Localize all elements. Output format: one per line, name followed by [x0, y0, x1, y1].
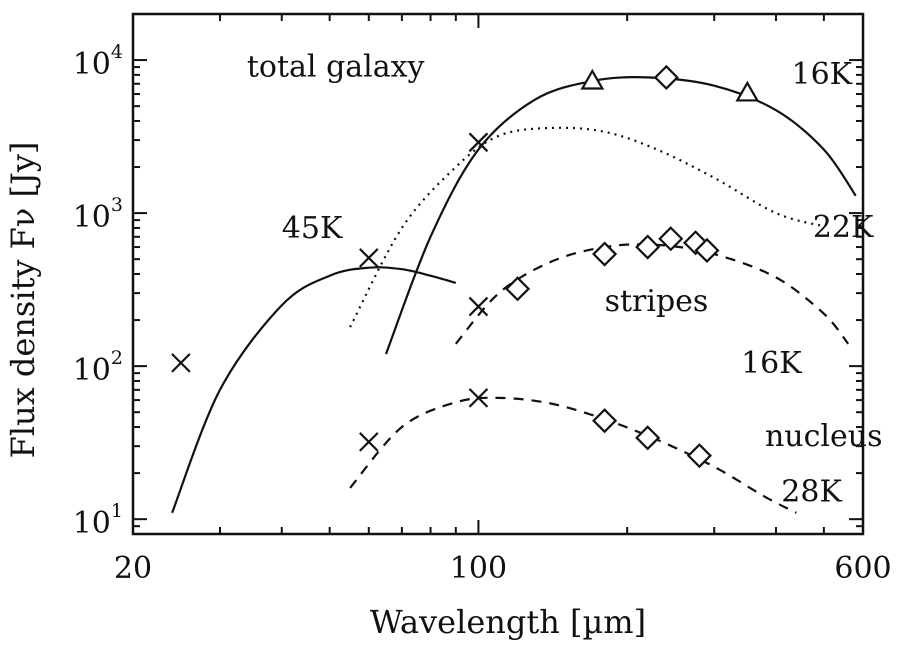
- annotation-label: 22K: [813, 210, 874, 245]
- y-axis-title: Flux density Fν [Jy]: [4, 142, 42, 459]
- x-axis-title: Wavelength [µm]: [370, 603, 646, 641]
- annotation-label: 28K: [781, 475, 842, 510]
- cross-stroke: [171, 353, 191, 373]
- annotation-label: 45K: [282, 211, 343, 246]
- annotation-label: total galaxy: [247, 50, 425, 85]
- y-tick-label: 101: [73, 500, 123, 541]
- diamond-marker: [658, 226, 684, 252]
- cross-marker: [468, 132, 489, 153]
- triangle-marker: [580, 68, 605, 90]
- annotations: total galaxy 16K 45K 22K stripes 16K nucleus 28…: [247, 50, 883, 510]
- cross-marker: [359, 432, 379, 452]
- triangle-marker: [735, 80, 760, 102]
- diamond-marker: [686, 443, 712, 469]
- diamond-marker: [635, 234, 661, 260]
- diamond-marker: [505, 276, 531, 302]
- y-tick-base: 10: [73, 200, 111, 235]
- cross-stroke: [468, 132, 489, 153]
- annotation-label: 16K: [791, 57, 852, 92]
- diamond-marker: [635, 425, 661, 451]
- fit-curve-dotted: [349, 126, 825, 328]
- data-markers: [171, 64, 760, 469]
- diamond-marker: [653, 64, 679, 90]
- cross-marker: [468, 296, 489, 317]
- fit-curve-solid: [384, 76, 857, 355]
- annotation-label: nucleus: [765, 419, 883, 454]
- y-tick-base: 10: [73, 353, 111, 388]
- cross-stroke: [359, 248, 379, 268]
- diamond-marker: [592, 241, 618, 267]
- x-tick-label: 20: [114, 551, 152, 586]
- y-tick-exponent: 2: [111, 347, 123, 369]
- y-tick-label: 102: [73, 347, 123, 388]
- y-tick-exponent: 1: [111, 500, 123, 522]
- x-tick-label: 100: [450, 551, 507, 586]
- y-tick-exponent: 4: [111, 41, 123, 63]
- y-tick-base: 10: [73, 506, 111, 541]
- cross-stroke: [468, 296, 489, 317]
- cross-stroke: [468, 388, 489, 408]
- y-tick-exponent: 3: [111, 194, 123, 216]
- y-tick-base: 10: [73, 47, 111, 82]
- cross-marker: [171, 353, 191, 373]
- annotation-label: stripes: [605, 284, 709, 319]
- annotation-label: 16K: [741, 346, 802, 381]
- fit-curve-dashed: [349, 396, 797, 514]
- x-tick-label: 600: [834, 551, 891, 586]
- y-tick-label: 103: [73, 194, 123, 235]
- cross-marker: [359, 248, 379, 268]
- diamond-marker: [694, 237, 720, 264]
- cross-stroke: [359, 432, 379, 452]
- fit-curve-solid: [171, 266, 457, 514]
- cross-marker: [468, 388, 489, 408]
- y-tick-label: 104: [73, 41, 123, 82]
- diamond-marker: [592, 408, 618, 434]
